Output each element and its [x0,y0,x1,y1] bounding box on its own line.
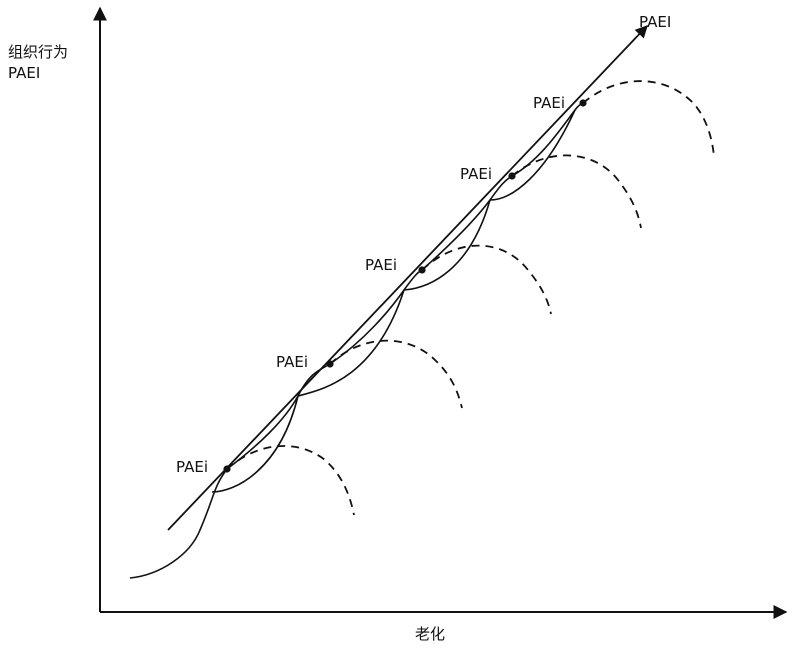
node-label-4: PAEi [460,165,492,183]
node-dot-4 [508,172,516,180]
decline-arc-3 [421,244,552,315]
lower-bump-3 [403,199,491,291]
node-label-5: PAEi [533,94,565,112]
decline-arc-4 [511,154,642,229]
node-dot-5 [579,99,587,107]
node-label-2: PAEi [276,353,308,371]
node-dot-2 [326,360,334,368]
node-label-1: PAEi [176,458,208,476]
trend-arrow-line [167,25,648,531]
lower-bump-1 [211,395,299,493]
trend-arrow-label: PAEI [639,13,672,31]
node-dot-3 [418,266,426,274]
node-dot-1 [223,465,231,473]
x-axis-title: 老化 [415,625,446,643]
y-axis-title-line2: PAEI [8,64,41,82]
lower-bump-2 [297,289,405,397]
node-label-3: PAEi [365,256,397,274]
y-axis-title-line1: 组织行为 [8,43,69,61]
decline-arc-2 [329,339,463,409]
decline-arc-5 [582,80,715,157]
lower-bump-4 [489,109,576,201]
decline-arc-1 [226,445,355,516]
